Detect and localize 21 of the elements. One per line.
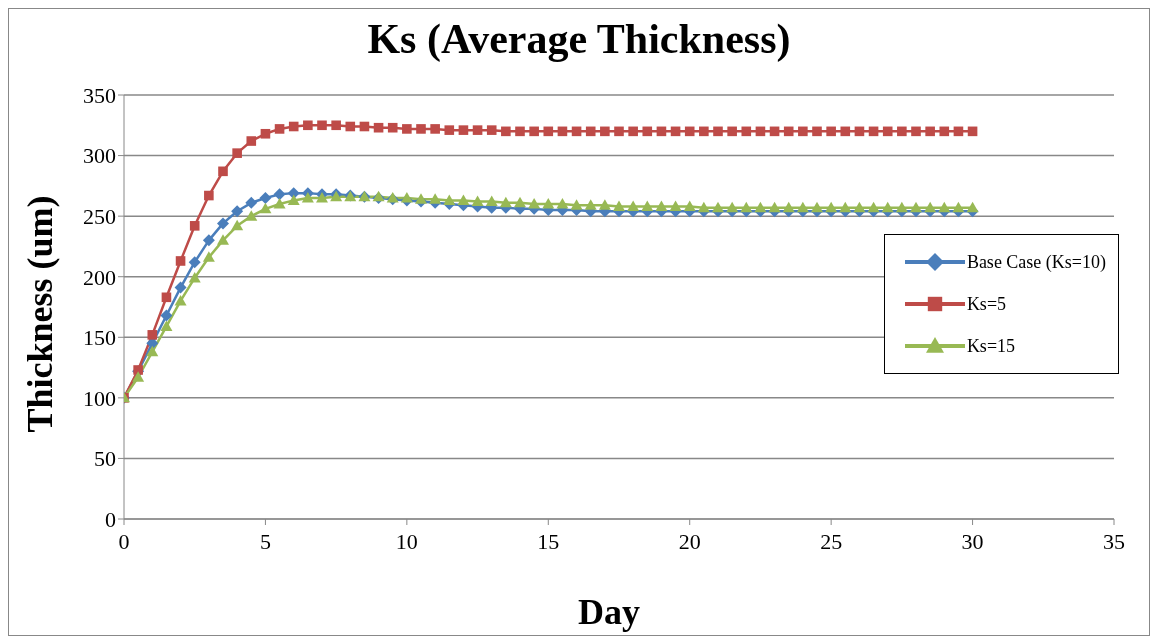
y-tick-label: 0 xyxy=(105,506,116,532)
chart-title: Ks (Average Thickness) xyxy=(366,15,792,63)
x-tick-label: 5 xyxy=(259,528,271,554)
x-tick-label: 35 xyxy=(1103,528,1125,554)
x-tick-label: 20 xyxy=(678,528,701,554)
y-tick-label: 350 xyxy=(83,82,116,108)
y-tick-label: 50 xyxy=(94,446,116,472)
legend-label: Ks=5 xyxy=(966,293,1007,315)
x-axis-title: Day xyxy=(577,591,641,633)
legend-label: Base Case (Ks=10) xyxy=(966,251,1106,273)
y-tick-label: 100 xyxy=(83,385,116,411)
x-tick-label: 30 xyxy=(961,528,984,554)
y-tick-label: 150 xyxy=(83,325,116,351)
legend-label: Ks=15 xyxy=(966,335,1016,357)
x-tick-label: 15 xyxy=(537,528,560,554)
y-tick-label: 300 xyxy=(83,143,116,169)
x-tick-label: 25 xyxy=(820,528,843,554)
y-tick-label: 250 xyxy=(83,203,116,229)
x-tick-label: 10 xyxy=(395,528,418,554)
y-axis-title: Thickness (um) xyxy=(19,195,61,433)
y-tick-label: 200 xyxy=(83,264,116,290)
